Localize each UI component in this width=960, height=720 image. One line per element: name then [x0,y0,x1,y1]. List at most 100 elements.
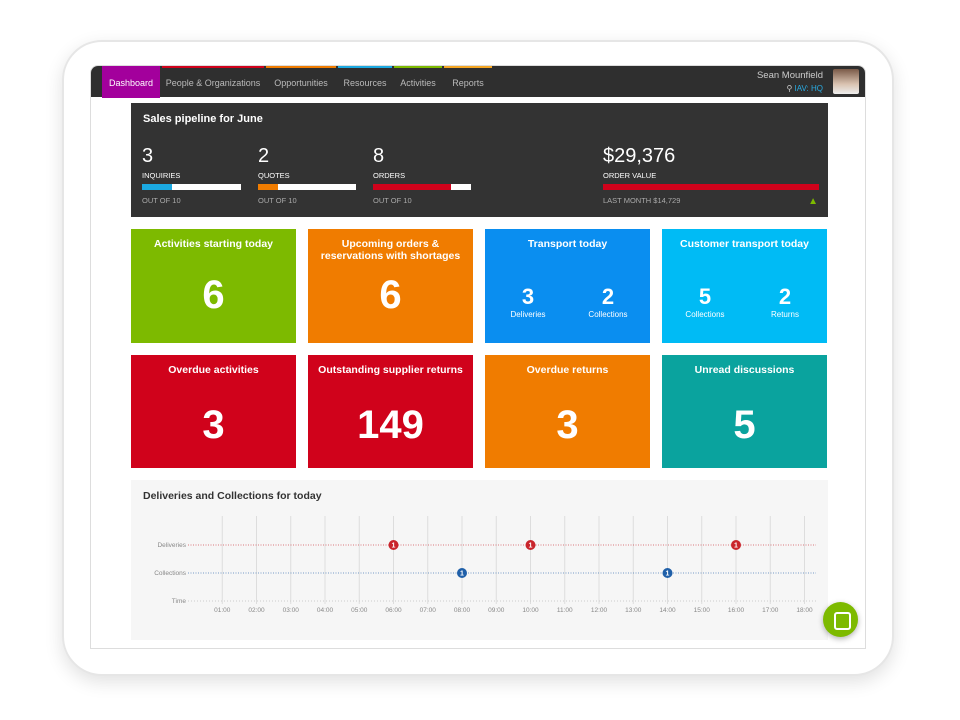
tile-outstanding-supplier-returns[interactable]: Outstanding supplier returns 149 [308,355,473,468]
quotes-sub: OUT OF 10 [258,196,297,205]
event-marker [662,568,673,578]
inquiries-stat[interactable]: 3 INQUIRIES OUT OF 10 [142,145,241,205]
tab-opportunities[interactable]: Opportunities [266,66,336,97]
tile-sub-label: Collections [588,310,628,319]
tile-title: Outstanding supplier returns [318,364,463,376]
user-menu[interactable]: Sean Mounfield ⚲ IAV: HQ [757,70,823,93]
quotes-label: QUOTES [258,171,290,180]
x-tick-label: 15:00 [694,607,711,614]
tile-value: 3 [556,403,579,447]
x-tick-label: 13:00 [625,607,642,614]
x-tick-label: 17:00 [762,607,779,614]
tile-sub-value: 5 [698,284,712,309]
tab-dashboard[interactable]: Dashboard [102,66,160,98]
tile-transport-today[interactable]: Transport today 3 Deliveries 2 Collections [485,229,650,343]
chat-button[interactable] [823,602,858,637]
tile-title: Unread discussions [694,364,795,376]
tile-value: 6 [379,273,402,317]
x-tick-label: 02:00 [248,607,265,614]
pipeline-title: Sales pipeline for June [143,113,263,125]
tile-title: Activities starting today [153,238,274,250]
tile-title: Upcoming orders & reservations with shor… [320,238,461,262]
x-tick-label: 11:00 [557,607,573,614]
order-value: $29,376 [603,145,676,167]
tile-title: Overdue activities [168,364,259,376]
row-label: Collections [154,570,187,577]
x-tick-label: 06:00 [385,607,402,614]
tile-title: Transport today [527,238,608,250]
order-value-progress [603,184,819,190]
event-marker [457,568,467,578]
quotes-value: 2 [258,145,270,167]
quotes-progress [258,184,356,190]
x-tick-label: 07:00 [420,607,437,614]
tile-sub-value: 2 [778,284,792,309]
inquiries-progress [142,184,241,190]
tile-overdue-returns[interactable]: Overdue returns 3 [485,355,650,468]
tile-sub-label: Returns [770,310,799,319]
location-link[interactable]: IAV: HQ [794,84,823,93]
tile-value: 6 [202,273,225,317]
top-nav: Dashboard People & Organizations Opportu… [91,66,865,98]
x-tick-label: 09:00 [488,607,505,614]
deliveries-collections-chart: Deliveries and Collections for today 01:… [131,480,828,640]
order-value-stat[interactable]: $29,376 ORDER VALUE LAST MONTH $14,729 [603,145,819,205]
tile-sub-value: 3 [521,284,535,309]
x-tick-label: 04:00 [317,607,334,614]
inquiries-sub: OUT OF 10 [142,196,181,205]
x-tick-label: 12:00 [591,607,608,614]
tab-resources[interactable]: Resources [338,66,392,97]
tab-activities[interactable]: Activities [394,66,442,97]
tile-unread-discussions[interactable]: Unread discussions 5 [662,355,827,468]
x-tick-label: 10:00 [522,607,539,614]
tile-overdue-activities[interactable]: Overdue activities 3 [131,355,296,468]
x-tick-label: 16:00 [728,607,745,614]
event-count: 1 [666,571,670,578]
tile-customer-transport-today[interactable]: Customer transport today 5 Collections 2 Ret… [662,229,827,343]
tile-value: 5 [733,403,756,447]
tab-people-organizations[interactable]: People & Organizations [162,66,264,97]
orders-progress [373,184,471,190]
x-tick-label: 18:00 [796,607,813,614]
x-tick-label: 01:00 [214,607,231,614]
chart-title: Deliveries and Collections for today [143,490,322,502]
tile-sub-stat: 5 Collections [675,284,735,319]
last-month-value: LAST MONTH $14,729 [603,196,681,205]
row-label: Time [172,598,187,605]
location-pin-icon: ⚲ [786,84,793,93]
tile-title: Customer transport today [680,238,809,250]
event-count: 1 [734,543,738,550]
tile-title: Overdue returns [526,364,609,376]
tile-sub-stat: 2 Collections [578,284,638,319]
tile-sub-value: 2 [601,284,615,309]
orders-value: 8 [373,145,385,167]
tile-sub-stat: 3 Deliveries [498,284,558,319]
app-screen: Dashboard People & Organizations Opportu… [90,65,866,649]
order-value-label: ORDER VALUE [603,171,657,180]
quotes-stat[interactable]: 2 QUOTES OUT OF 10 [258,145,356,205]
tile-sub-stat: 2 Returns [755,284,815,319]
event-marker [388,540,399,550]
tile-sub-label: Collections [685,310,725,319]
tile-upcoming-orders-reservations-with-shortages[interactable]: Upcoming orders & reservations with shor… [308,229,473,343]
x-tick-label: 14:00 [659,607,676,614]
tab-reports[interactable]: Reports [444,66,492,97]
tile-activities-starting-today[interactable]: Activities starting today 6 [131,229,296,343]
inquiries-label: INQUIRIES [142,171,181,180]
avatar[interactable] [833,69,859,94]
row-label: Deliveries [157,542,186,549]
x-tick-label: 05:00 [351,607,368,614]
inquiries-value: 3 [142,145,154,167]
tile-value: 3 [202,403,225,447]
sales-pipeline-panel: Sales pipeline for June 3 INQUIRIES OUT … [131,103,828,217]
x-tick-label: 08:00 [454,607,471,614]
event-count: 1 [529,543,533,550]
tile-sub-label: Deliveries [510,310,546,319]
arrow-up-icon: ▲ [808,196,818,207]
timeline-svg: 01:00 02:00 03:00 04:00 05:00 06:00 07:00 08:00… [154,516,816,614]
event-count: 1 [460,571,464,578]
event-count: 1 [392,543,396,550]
user-name: Sean Mounfield [756,70,823,81]
orders-stat[interactable]: 8 ORDERS OUT OF 10 [373,145,471,205]
orders-label: ORDERS [373,171,406,180]
